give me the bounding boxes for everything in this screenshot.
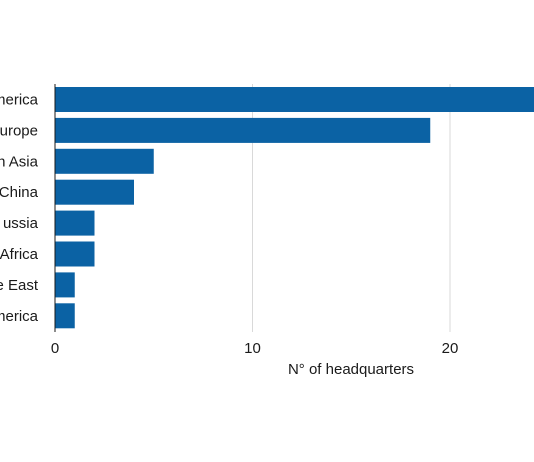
category-label: merica	[0, 308, 39, 325]
category-label: n Asia	[0, 153, 39, 170]
category-label: China	[0, 184, 39, 201]
bar	[55, 272, 75, 298]
bar	[55, 303, 75, 329]
bar	[55, 210, 95, 236]
category-label: e East	[0, 277, 39, 294]
category-label: ussia	[3, 215, 39, 232]
x-tick-label: 0	[51, 340, 59, 357]
category-label: urope	[0, 122, 38, 139]
bar	[55, 117, 431, 143]
bar	[55, 241, 95, 267]
bar	[55, 87, 534, 112]
bar	[55, 148, 154, 174]
bars	[55, 87, 534, 329]
x-tick-label: 10	[244, 340, 261, 357]
bar	[55, 179, 134, 205]
x-tick-labels: 0 10 20	[51, 340, 459, 357]
category-label: Africa	[0, 246, 39, 263]
x-tick-label: 20	[442, 340, 459, 357]
category-label: merica	[0, 92, 39, 109]
category-labels: merica urope n Asia China ussia Africa e East m…	[0, 92, 39, 325]
x-axis-title: N° of headquarters	[288, 361, 414, 378]
